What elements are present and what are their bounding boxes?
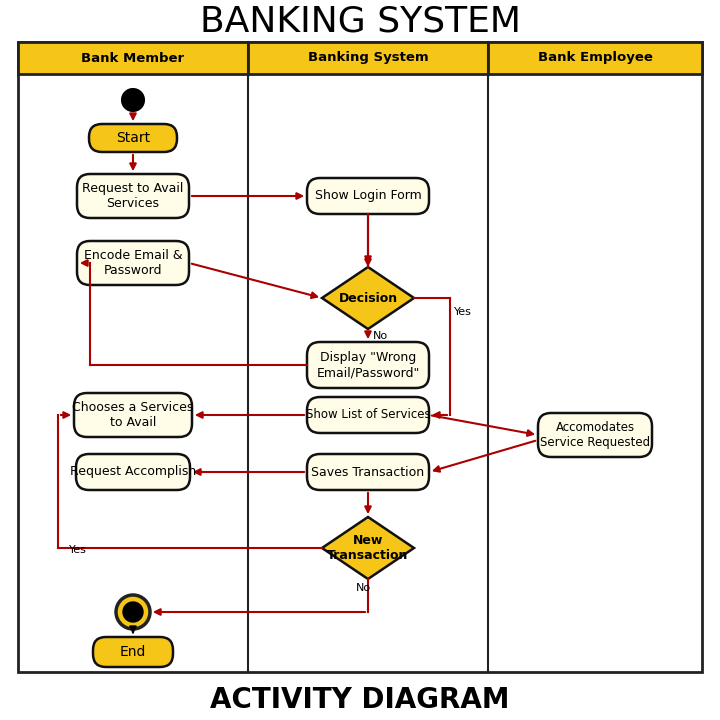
FancyBboxPatch shape (307, 178, 429, 214)
FancyBboxPatch shape (538, 413, 652, 457)
Text: Chooses a Services
to Avail: Chooses a Services to Avail (72, 401, 194, 429)
Circle shape (116, 595, 150, 629)
Bar (488, 42, 702, 74)
Text: Show Login Form: Show Login Form (315, 189, 421, 202)
Text: Encode Email &
Password: Encode Email & Password (84, 249, 182, 277)
FancyBboxPatch shape (89, 124, 177, 152)
Text: Show List of Services: Show List of Services (306, 408, 431, 421)
Text: Start: Start (116, 131, 150, 145)
FancyBboxPatch shape (307, 454, 429, 490)
Text: Bank Employee: Bank Employee (538, 52, 652, 65)
Text: Request to Avail
Services: Request to Avail Services (82, 182, 184, 210)
Bar (18, 42, 248, 74)
FancyBboxPatch shape (77, 241, 189, 285)
Text: New
Transaction: New Transaction (328, 534, 409, 562)
Circle shape (122, 89, 144, 111)
Text: End: End (120, 645, 146, 659)
Text: Bank Member: Bank Member (81, 52, 184, 65)
Text: Request Accomplish: Request Accomplish (70, 466, 196, 479)
FancyBboxPatch shape (307, 397, 429, 433)
Text: Yes: Yes (69, 545, 87, 555)
FancyBboxPatch shape (76, 454, 190, 490)
Polygon shape (322, 517, 414, 579)
FancyBboxPatch shape (77, 174, 189, 218)
FancyBboxPatch shape (74, 393, 192, 437)
Text: BANKING SYSTEM: BANKING SYSTEM (199, 5, 521, 39)
Text: Banking System: Banking System (307, 52, 428, 65)
Text: Display "Wrong
Email/Password": Display "Wrong Email/Password" (316, 351, 420, 379)
Text: Yes: Yes (454, 307, 472, 317)
Bar (248, 42, 488, 74)
Text: No: No (356, 583, 371, 593)
Text: No: No (373, 331, 388, 341)
FancyBboxPatch shape (93, 637, 173, 667)
Text: Saves Transaction: Saves Transaction (312, 466, 425, 479)
Polygon shape (322, 267, 414, 329)
Text: Decision: Decision (338, 292, 397, 305)
Text: Accomodates
Service Requested: Accomodates Service Requested (540, 421, 650, 449)
Text: ACTIVITY DIAGRAM: ACTIVITY DIAGRAM (210, 686, 510, 714)
Circle shape (123, 602, 143, 622)
FancyBboxPatch shape (307, 342, 429, 388)
